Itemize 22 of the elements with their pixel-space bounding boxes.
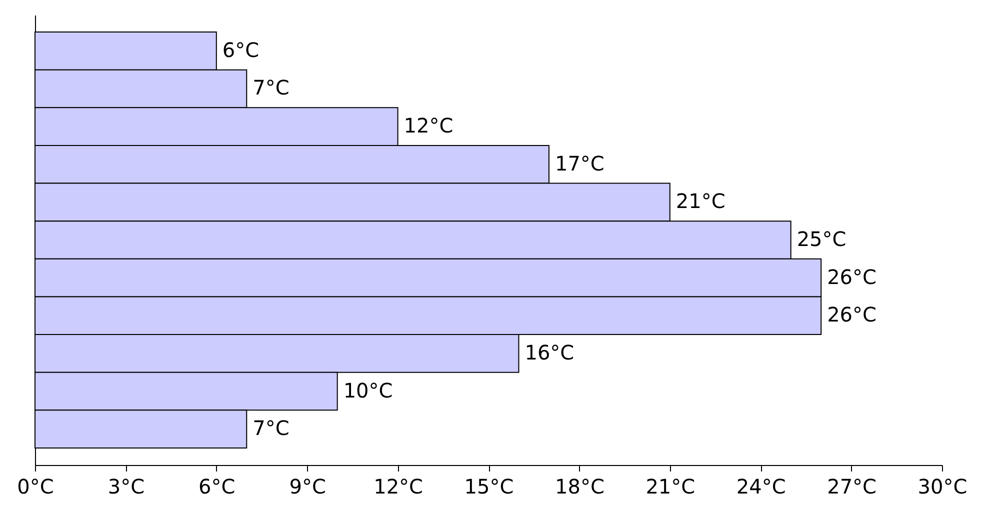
data-label: 12°C xyxy=(404,114,454,138)
x-tick-label: 3°C xyxy=(108,474,145,498)
x-tick-label: 0°C xyxy=(17,474,54,498)
x-tick-label: 18°C xyxy=(554,474,604,498)
data-label: 7°C xyxy=(252,76,290,100)
data-label: 17°C xyxy=(554,151,604,176)
data-label: 25°C xyxy=(796,227,846,251)
x-tick-label: 6°C xyxy=(198,474,236,498)
x-tick-label: 9°C xyxy=(289,474,326,498)
data-label: 16°C xyxy=(524,340,574,364)
x-tick-label: 30°C xyxy=(918,474,968,498)
x-tick-label: 21°C xyxy=(646,474,696,498)
data-label: 26°C xyxy=(827,264,876,289)
data-label: 6°C xyxy=(222,38,260,62)
x-tick-label: 24°C xyxy=(736,474,786,498)
x-tick-label: 12°C xyxy=(374,474,424,498)
data-label: 26°C xyxy=(827,302,876,327)
x-tick-label: 27°C xyxy=(827,474,877,498)
data-label: 21°C xyxy=(676,189,726,214)
data-label: 7°C xyxy=(252,416,290,440)
data-label: 10°C xyxy=(343,378,393,402)
x-tick-label: 15°C xyxy=(464,474,514,498)
